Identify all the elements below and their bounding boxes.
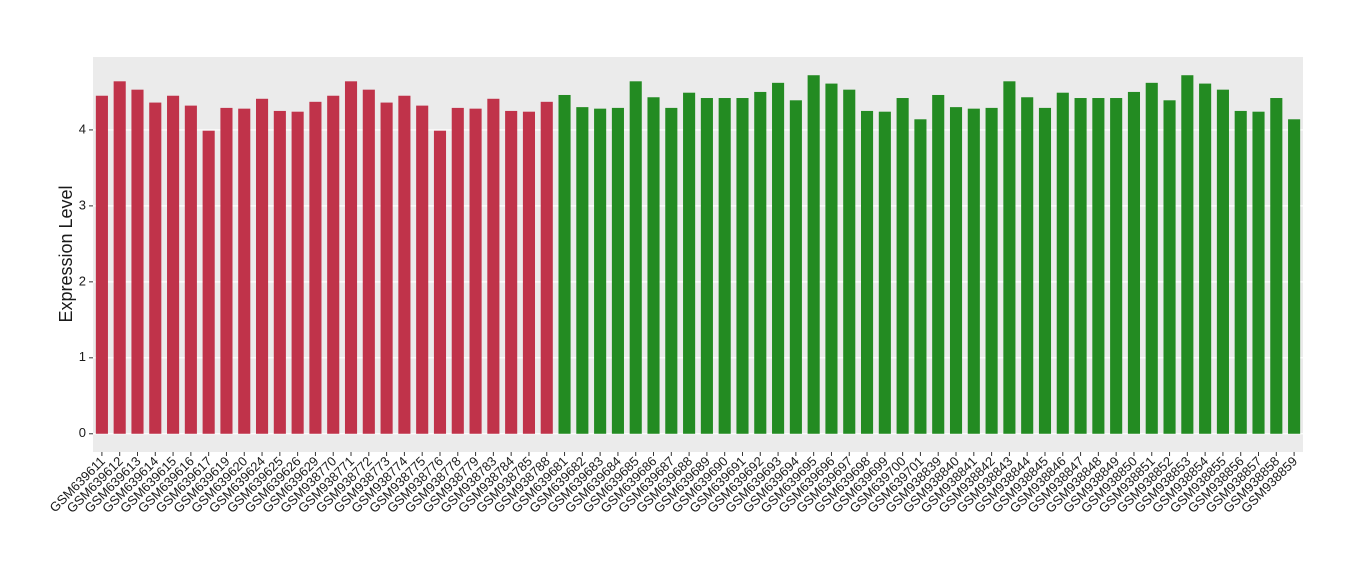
bar <box>433 130 447 434</box>
bar <box>985 107 998 434</box>
bar <box>522 111 536 434</box>
bar <box>807 75 820 434</box>
bar <box>540 101 553 434</box>
bar <box>1110 98 1123 434</box>
bar <box>967 108 980 434</box>
bar <box>344 81 358 434</box>
bar <box>1199 83 1212 434</box>
bar <box>576 107 589 434</box>
bar <box>736 98 749 434</box>
bar <box>291 111 304 434</box>
bar <box>611 107 624 434</box>
bar <box>683 92 696 434</box>
bar <box>362 89 375 434</box>
bar <box>1216 89 1229 434</box>
y-tick-label: 1 <box>79 349 86 364</box>
y-tick-label: 0 <box>79 425 86 440</box>
bar <box>309 101 322 434</box>
bar <box>914 119 927 434</box>
bar <box>327 95 340 434</box>
bar <box>1056 92 1069 434</box>
bar <box>113 81 126 434</box>
y-tick-label: 2 <box>79 273 86 288</box>
bar <box>131 89 144 434</box>
bar <box>1003 81 1016 434</box>
bar <box>416 105 429 434</box>
bar <box>700 98 713 434</box>
bar <box>789 100 802 434</box>
bar <box>273 110 286 434</box>
bar <box>932 94 945 434</box>
bar <box>594 108 607 434</box>
bar <box>825 83 838 434</box>
bar <box>1288 119 1301 434</box>
bar <box>255 98 269 434</box>
bar <box>220 107 233 434</box>
bar <box>1234 110 1247 434</box>
bar <box>1021 97 1034 434</box>
y-tick-label: 4 <box>79 121 86 136</box>
bar <box>505 110 518 434</box>
bar <box>1092 98 1105 434</box>
bar <box>843 89 856 434</box>
bar <box>647 97 660 434</box>
bar <box>202 130 215 434</box>
bar <box>1038 107 1052 434</box>
bar <box>149 102 162 434</box>
bar <box>1181 75 1194 434</box>
bar <box>558 94 571 434</box>
bar <box>1145 82 1158 434</box>
bar <box>238 108 251 434</box>
bar <box>754 91 767 434</box>
bar <box>1127 91 1141 434</box>
bar <box>629 81 642 434</box>
bar <box>1270 98 1283 434</box>
bar <box>469 108 482 434</box>
bar <box>1252 111 1265 434</box>
bar <box>487 98 500 434</box>
bar <box>1163 100 1176 434</box>
bar <box>665 107 678 434</box>
bar <box>772 82 785 434</box>
bar <box>184 105 197 434</box>
bar <box>398 95 411 434</box>
bar <box>718 98 731 434</box>
bar <box>860 110 874 434</box>
bar <box>95 95 108 434</box>
y-axis-title: Expression Level <box>56 185 76 322</box>
bar <box>1074 98 1087 434</box>
bar <box>380 102 393 434</box>
bar <box>451 107 464 434</box>
y-tick-label: 3 <box>79 197 86 212</box>
bar <box>896 98 909 434</box>
bar <box>167 95 180 434</box>
bar <box>878 111 891 434</box>
bar <box>949 107 963 434</box>
